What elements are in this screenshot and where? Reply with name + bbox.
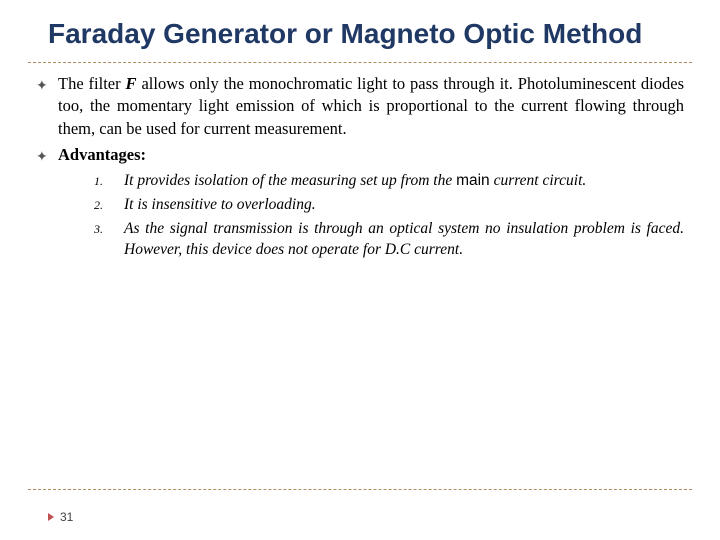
bullet-text: The filter F allows only the monochromat…: [58, 73, 684, 140]
adv-post: current circuit.: [490, 172, 587, 189]
filter-symbol: F: [126, 74, 137, 93]
list-item: 2. It is insensitive to overloading.: [94, 194, 684, 216]
advantages-list: 1. It provides isolation of the measurin…: [94, 170, 684, 261]
list-item: 3. As the signal transmission is through…: [94, 218, 684, 261]
list-text: It is insensitive to overloading.: [124, 194, 684, 216]
bullet-item: ✦ Advantages:: [36, 144, 684, 166]
list-text: It provides isolation of the measuring s…: [124, 170, 684, 192]
bullet-text-pre: The filter: [58, 74, 126, 93]
slide-title: Faraday Generator or Magneto Optic Metho…: [0, 0, 720, 56]
list-item: 1. It provides isolation of the measurin…: [94, 170, 684, 192]
bullet-marker-icon: ✦: [36, 144, 58, 166]
page-number-value: 31: [60, 510, 73, 524]
bullet-text-post: allows only the monochromatic light to p…: [58, 74, 684, 138]
adv-pre: It provides isolation of the measuring s…: [124, 172, 456, 189]
bullet-marker-icon: ✦: [36, 73, 58, 95]
list-number: 3.: [94, 218, 124, 238]
advantages-label: Advantages:: [58, 144, 684, 166]
bullet-item: ✦ The filter F allows only the monochrom…: [36, 73, 684, 140]
triangle-right-icon: [48, 513, 54, 521]
content-area: ✦ The filter F allows only the monochrom…: [0, 63, 720, 261]
list-number: 2.: [94, 194, 124, 214]
list-text: As the signal transmission is through an…: [124, 218, 684, 261]
adv-main-word: main: [456, 172, 490, 189]
page-number: 31: [48, 510, 73, 524]
slide: Faraday Generator or Magneto Optic Metho…: [0, 0, 720, 540]
list-number: 1.: [94, 170, 124, 190]
divider-bottom: [28, 489, 692, 490]
